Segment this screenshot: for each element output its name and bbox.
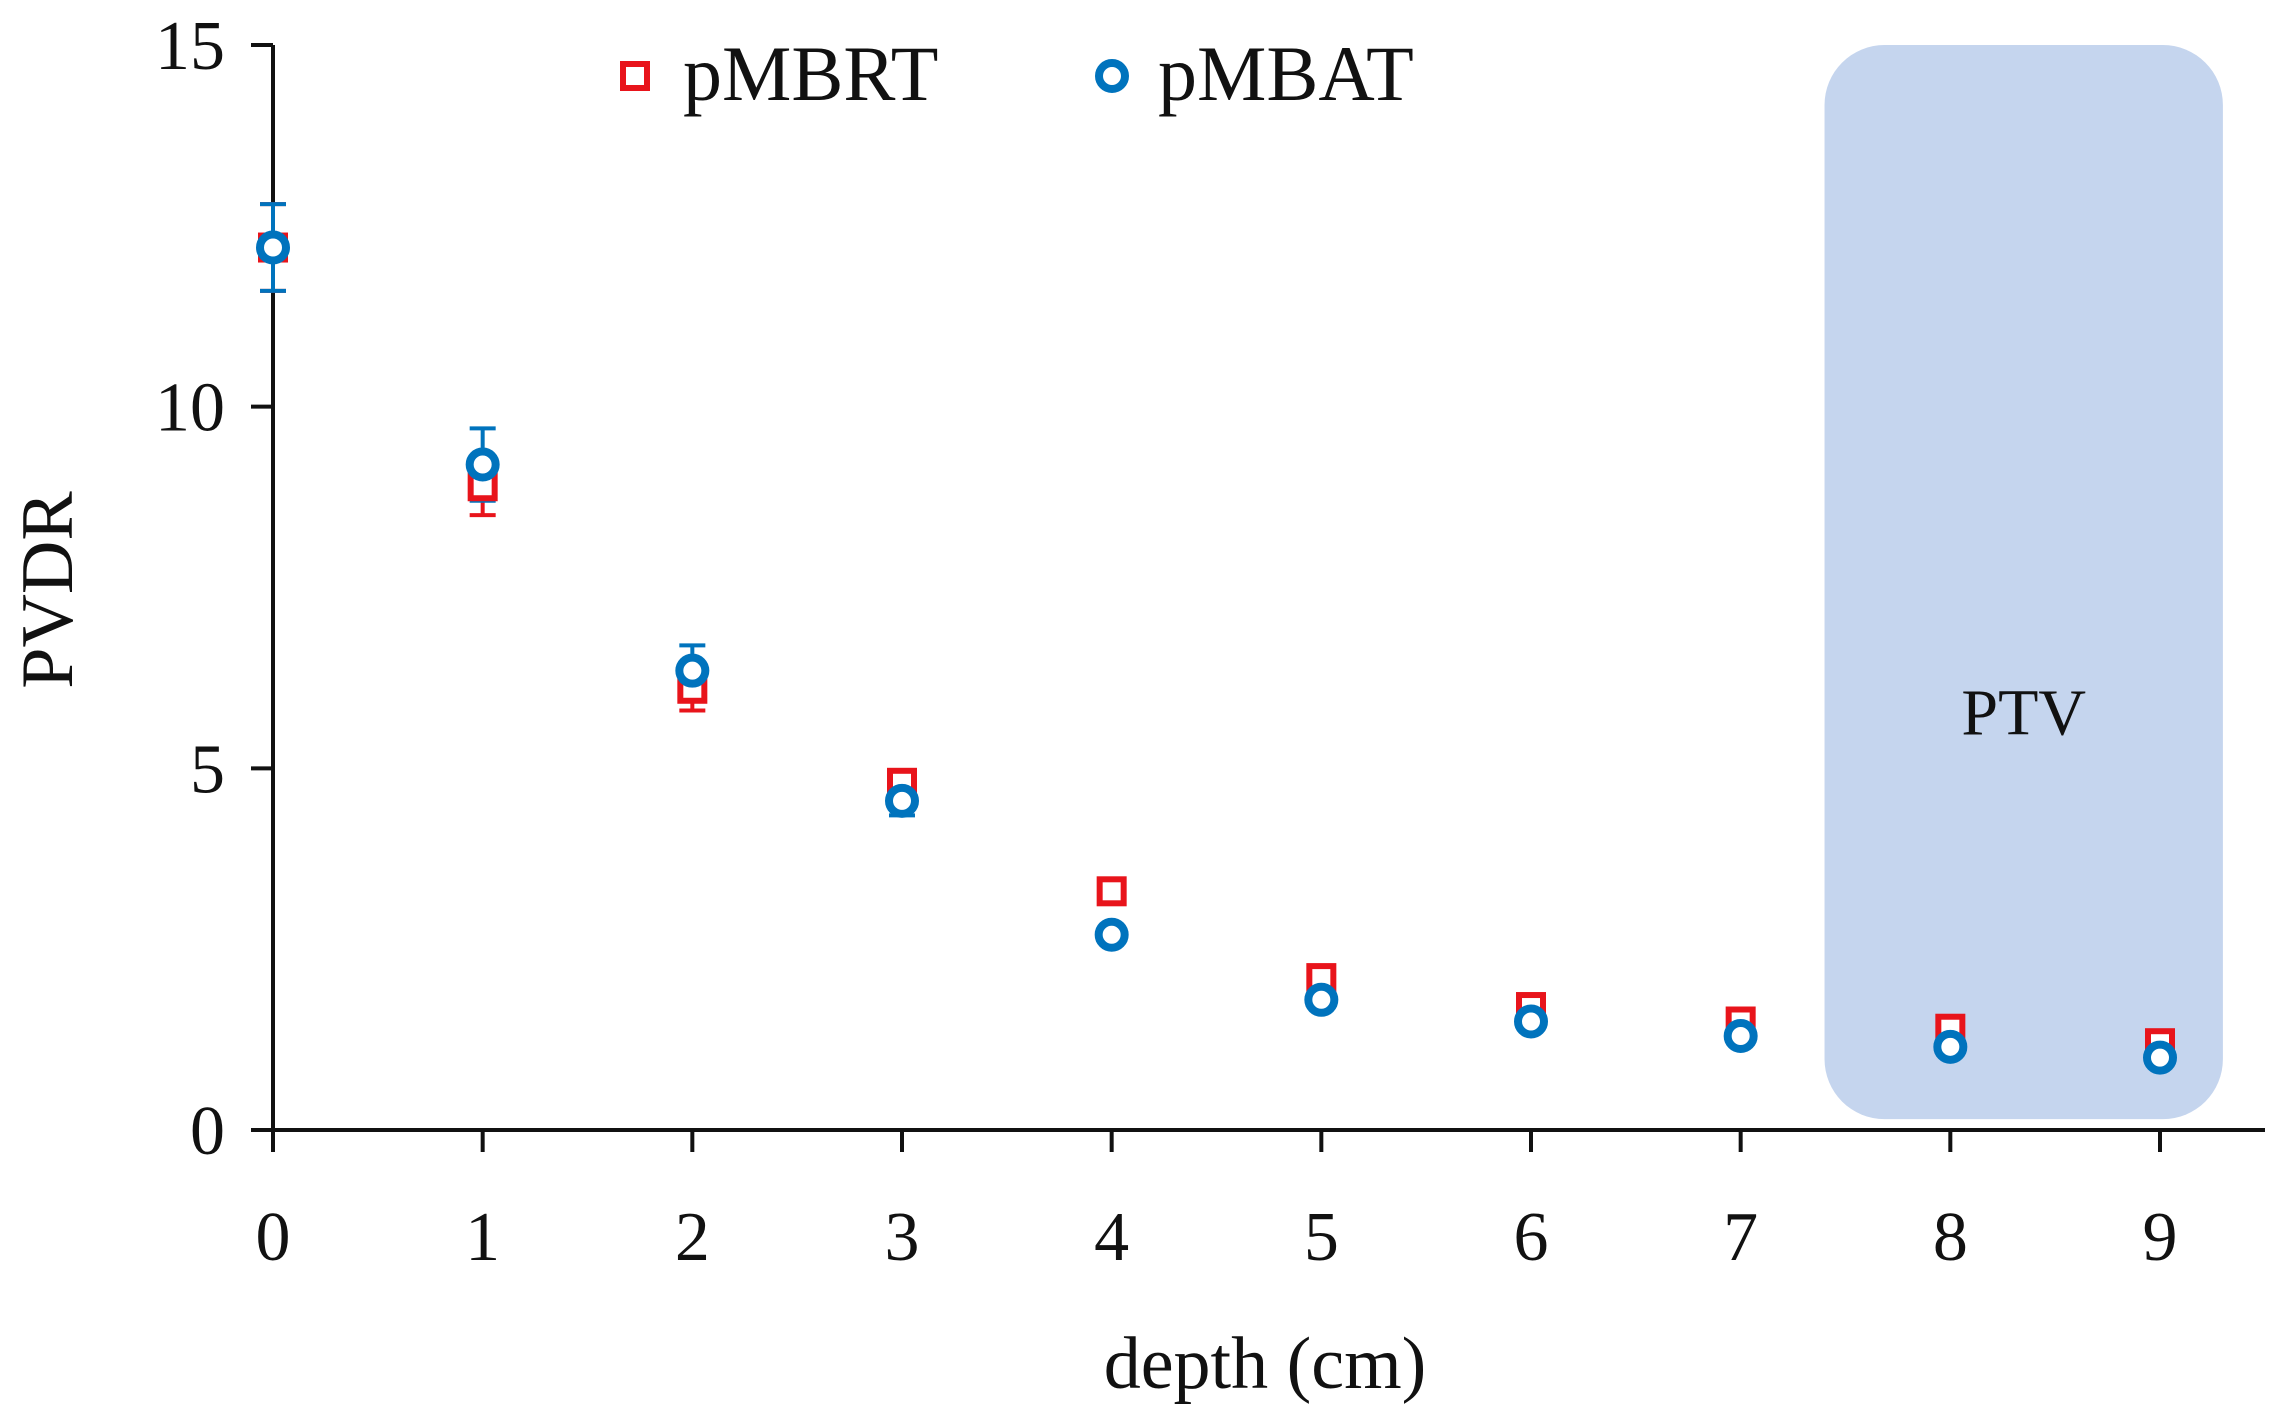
ptv-region xyxy=(1824,45,2223,1120)
data-point-pmbat xyxy=(1933,1029,1968,1064)
data-point-pmbrt xyxy=(1096,876,1127,907)
y-tick-label: 0 xyxy=(190,1093,225,1170)
x-tick-label: 8 xyxy=(1933,1199,1968,1276)
data-point-pmbat xyxy=(1723,1018,1758,1053)
x-tick-label: 6 xyxy=(1514,1199,1549,1276)
x-tick-label: 5 xyxy=(1304,1199,1339,1276)
x-tick-label: 7 xyxy=(1723,1199,1758,1276)
x-tick-label: 4 xyxy=(1094,1199,1129,1276)
legend-marker-pmbrt xyxy=(620,61,650,91)
y-axis-title: PVDR xyxy=(7,491,89,689)
x-tick-label: 0 xyxy=(256,1199,291,1276)
data-point-pmbat xyxy=(1514,1004,1548,1039)
y-tick-label: 10 xyxy=(155,370,225,447)
data-point-pmbat xyxy=(465,447,500,482)
data-point-pmbat xyxy=(2143,1040,2177,1075)
legend-marker-pmbat xyxy=(1095,59,1129,93)
legend-label-pmbat: pMBAT xyxy=(1158,30,1414,117)
x-tick-label: 2 xyxy=(675,1199,710,1276)
data-point-pmbat xyxy=(675,653,710,688)
x-axis-title: depth (cm) xyxy=(1104,1323,1427,1405)
data-point-pmbat xyxy=(1094,917,1129,952)
ptv-label: PTV xyxy=(1961,676,2086,749)
legend-label-pmbrt: pMBRT xyxy=(683,30,938,117)
data-point-pmbat xyxy=(256,230,290,265)
x-tick-label: 3 xyxy=(885,1199,920,1276)
data-point-pmbat xyxy=(1304,982,1339,1017)
x-tick-label: 1 xyxy=(465,1199,500,1276)
y-tick-label: 5 xyxy=(190,731,225,808)
x-tick-label: 9 xyxy=(2143,1199,2178,1276)
y-tick-label: 15 xyxy=(155,8,225,85)
data-point-pmbat xyxy=(885,783,919,818)
